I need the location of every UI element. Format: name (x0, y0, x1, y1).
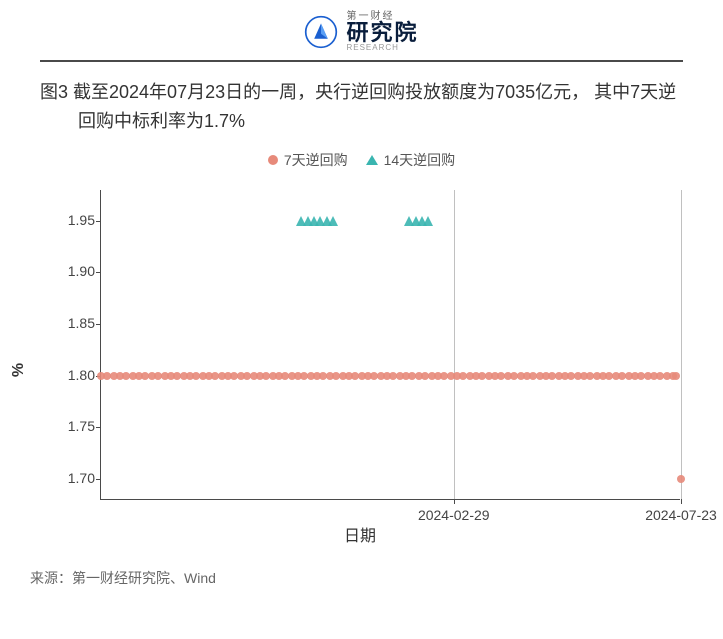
logo-en-text: RESEARCH (346, 44, 418, 52)
logo-big-text: 研究院 (346, 22, 418, 44)
y-axis-label: % (10, 362, 28, 376)
legend-label-7day: 7天逆回购 (284, 150, 348, 170)
chart-legend: 7天逆回购 14天逆回购 (0, 146, 723, 180)
data-point-triangle (328, 216, 338, 226)
legend-dot-icon (268, 155, 278, 165)
logo-text: 第一财经 研究院 RESEARCH (346, 12, 418, 52)
legend-item-14day: 14天逆回购 (366, 150, 456, 170)
plot-area: 1.701.751.801.851.901.952024-02-292024-0… (100, 190, 680, 500)
grid-vline (454, 190, 455, 499)
data-point-circle (672, 372, 680, 380)
data-point-circle (677, 475, 685, 483)
legend-item-7day: 7天逆回购 (268, 150, 348, 170)
chart-title: 图3 截至2024年07月23日的一周，央行逆回购投放额度为7035亿元， 其中… (0, 78, 723, 146)
chart-area: % 1.701.751.801.851.901.952024-02-292024… (30, 180, 690, 560)
logo-icon (304, 15, 338, 49)
header-logo: 第一财经 研究院 RESEARCH (0, 0, 723, 60)
legend-label-14day: 14天逆回购 (384, 150, 456, 170)
data-point-triangle (423, 216, 433, 226)
x-axis-label: 日期 (344, 522, 376, 546)
legend-triangle-icon (366, 155, 378, 165)
grid-vline (681, 190, 682, 499)
header-divider (40, 60, 683, 62)
source-text: 来源：第一财经研究院、Wind (0, 560, 723, 588)
